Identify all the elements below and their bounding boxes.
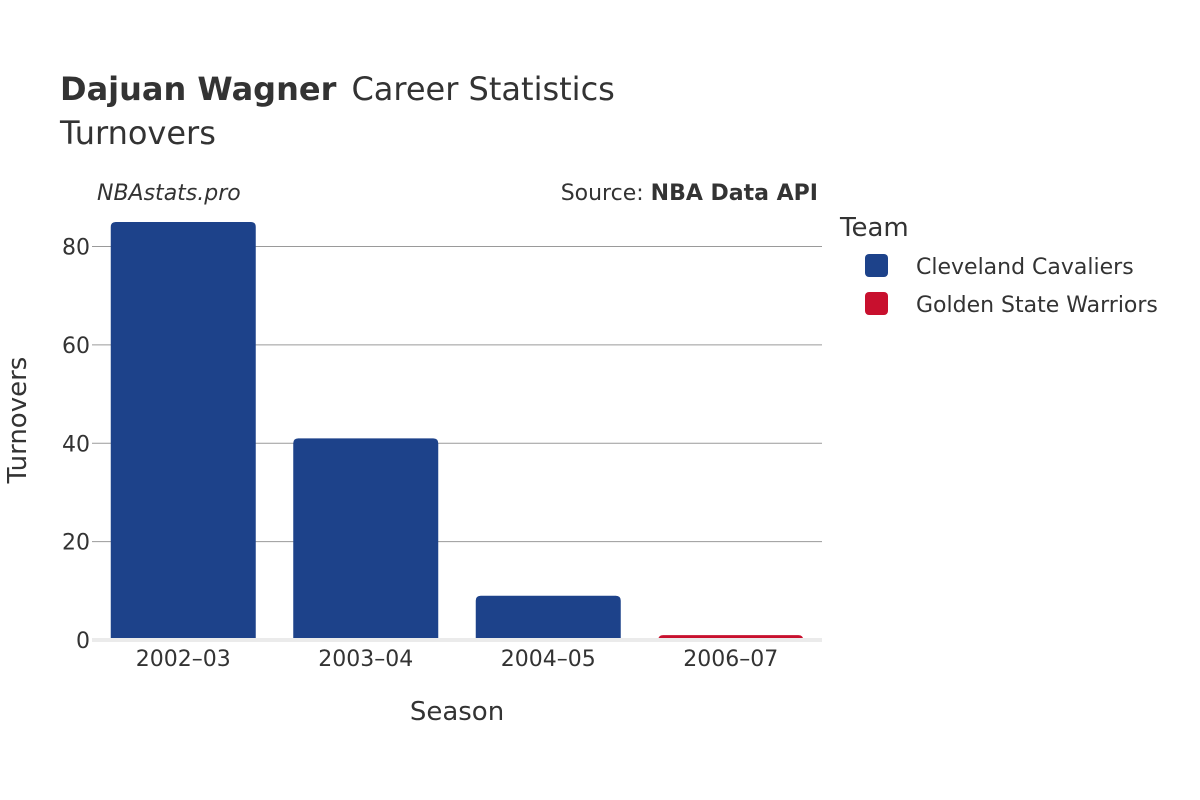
legend-swatch-cleveland-cavaliers (865, 254, 888, 277)
y-tick-labels: 0 20 40 60 80 (62, 236, 90, 654)
brand-watermark: NBAstats.pro (97, 181, 241, 206)
legend-label-golden-state-warriors: Golden State Warriors (916, 293, 1158, 318)
x-axis-title: Season (410, 697, 504, 727)
source-name: NBA Data API (651, 181, 818, 206)
x-axis-baseline (92, 638, 822, 642)
source-label: Source: (561, 181, 651, 206)
x-tick-label: 2006–07 (683, 647, 778, 672)
title-rest: Career Statistics (351, 70, 614, 108)
bars (110, 221, 804, 640)
y-tick-label: 40 (62, 432, 90, 457)
bar-2004–05[interactable] (475, 595, 621, 640)
bar-2002–03[interactable] (110, 221, 256, 640)
legend-title: Team (839, 213, 909, 243)
legend-item-golden-state-warriors[interactable]: Golden State Warriors (865, 292, 1158, 318)
y-tick-label: 20 (62, 531, 90, 556)
bar-2003–04[interactable] (293, 438, 439, 640)
y-tick-label: 0 (76, 629, 90, 654)
player-name: Dajuan Wagner (60, 70, 337, 108)
y-axis-title: Turnovers (3, 357, 33, 485)
x-tick-labels: 2002–03 2003–04 2004–05 2006–07 (136, 647, 778, 672)
chart-subtitle: Turnovers (59, 114, 216, 152)
source-credit: Source: NBA Data API (561, 181, 818, 206)
y-tick-label: 80 (62, 236, 90, 261)
legend-item-cleveland-cavaliers[interactable]: Cleveland Cavaliers (865, 254, 1134, 280)
legend-label-cleveland-cavaliers: Cleveland Cavaliers (916, 255, 1134, 280)
chart-title: Dajuan Wagner Career Statistics (60, 70, 615, 108)
x-tick-label: 2004–05 (501, 647, 596, 672)
legend-swatch-golden-state-warriors (865, 292, 888, 315)
x-tick-label: 2002–03 (136, 647, 231, 672)
y-tick-label: 60 (62, 334, 90, 359)
x-tick-label: 2003–04 (318, 647, 413, 672)
